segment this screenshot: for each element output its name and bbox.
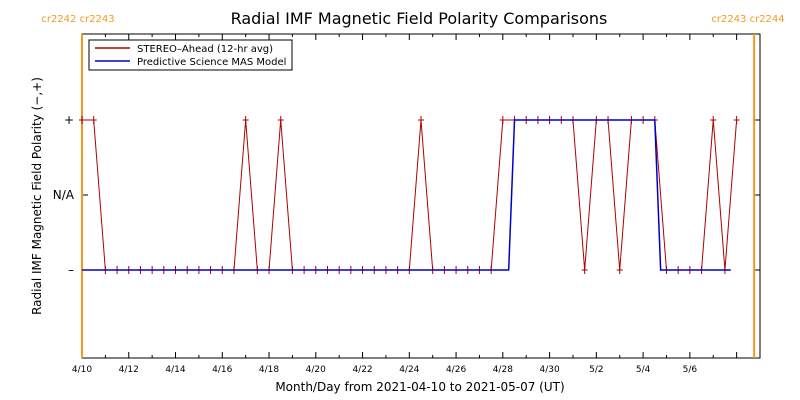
y-axis-label: Radial IMF Magnetic Field Polarity (−,+) <box>30 77 44 315</box>
data-point-marker <box>499 116 506 124</box>
x-axis-label: Month/Day from 2021-04-10 to 2021-05-07 … <box>275 380 564 394</box>
y-tick-label: + <box>64 113 74 127</box>
legend-entry-mas-model: Predictive Science MAS Model <box>137 57 286 68</box>
data-point-marker <box>90 116 97 124</box>
y-tick-labels: – N/A + <box>53 113 75 277</box>
carrington-lines <box>81 34 756 358</box>
data-point-marker <box>277 116 284 124</box>
x-tick-label: 4/16 <box>212 365 232 375</box>
x-tick-label: 4/28 <box>493 365 513 375</box>
x-tick-label: 4/24 <box>399 365 419 375</box>
legend: STEREO–Ahead (12-hr avg) Predictive Scie… <box>88 39 293 71</box>
x-tick-labels: 4/10 4/12 4/14 4/16 4/18 4/20 4/22 4/24 4/26 4/28… <box>72 365 697 375</box>
x-tick-label: 4/20 <box>306 365 326 375</box>
y-tick-label: – <box>68 263 74 277</box>
legend-entry-stereo: STEREO–Ahead (12-hr avg) <box>137 44 273 55</box>
data-point-marker <box>616 266 623 274</box>
series-line-0 <box>82 119 738 271</box>
x-tick-label: 4/10 <box>72 365 92 375</box>
carrington-label-left: cr2242 cr2243 <box>41 14 114 25</box>
x-tick-label: 5/4 <box>636 365 651 375</box>
carrington-label-right: cr2243 cr2244 <box>711 14 784 25</box>
data-point-marker <box>710 116 717 124</box>
series-line-1 <box>82 119 731 271</box>
y-tick-label: N/A <box>53 188 75 202</box>
data-point-marker <box>418 116 424 124</box>
x-tick-label: 4/30 <box>539 365 559 375</box>
x-tick-label: 5/6 <box>683 365 698 375</box>
data-point-marker <box>733 116 740 124</box>
series-layer <box>79 116 740 274</box>
x-tick-label: 4/12 <box>119 365 139 375</box>
data-point-marker <box>242 116 249 124</box>
legend-box <box>88 39 293 71</box>
data-point-marker <box>581 266 588 274</box>
x-tick-label: 4/26 <box>446 365 466 375</box>
data-point-marker <box>79 116 85 124</box>
x-tick-label: 4/14 <box>165 365 185 375</box>
x-tick-label: 4/22 <box>352 365 372 375</box>
chart-title: Radial IMF Magnetic Field Polarity Compa… <box>231 9 608 28</box>
x-tick-label: 5/2 <box>589 365 603 375</box>
x-tick-label: 4/18 <box>259 365 279 375</box>
axis-ticks <box>81 34 761 358</box>
